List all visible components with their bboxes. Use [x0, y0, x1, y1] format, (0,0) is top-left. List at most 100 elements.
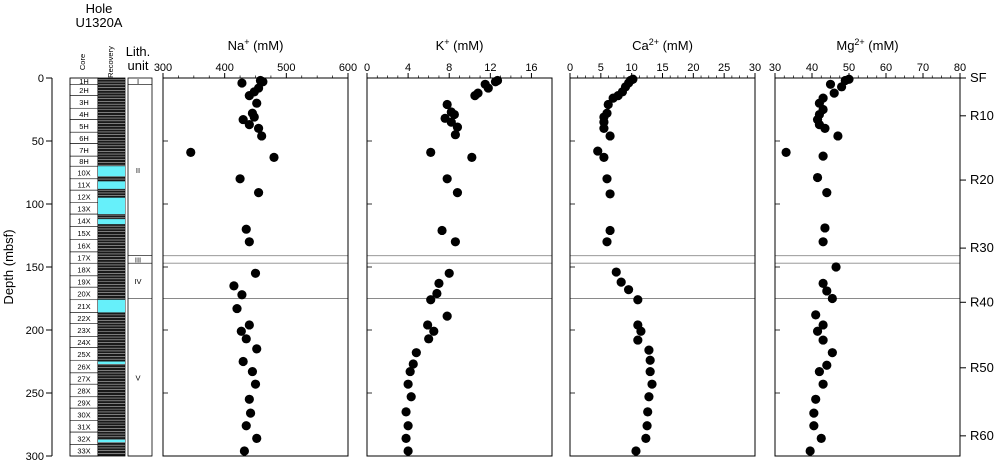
core-label: 7H — [79, 146, 89, 155]
data-point — [641, 433, 651, 443]
x-tick-label: 300 — [154, 62, 172, 74]
data-point — [818, 278, 828, 288]
core-label: 11X — [78, 180, 91, 189]
panel-frame — [774, 77, 961, 457]
data-point — [403, 421, 413, 431]
panel-title-charge: + — [244, 37, 249, 47]
data-point — [244, 394, 254, 404]
reflector-label: R60 — [970, 428, 994, 443]
depth-tick-label: 150 — [26, 262, 44, 274]
x-tick-label: 0 — [567, 62, 573, 74]
data-point — [253, 123, 264, 133]
reflector-label: R50 — [970, 360, 994, 375]
chart-panel: 300 400 500 600 Na+ (mM) — [154, 37, 357, 457]
data-point — [602, 174, 612, 184]
data-point — [452, 188, 463, 198]
data-point — [257, 131, 267, 141]
data-point — [426, 147, 436, 157]
data-point — [442, 99, 452, 110]
lith-column-frame — [127, 77, 153, 457]
data-point — [229, 281, 239, 291]
data-point — [437, 225, 447, 236]
core-label: 29X — [77, 398, 90, 407]
data-point — [432, 288, 442, 299]
core-label: 3H — [79, 98, 89, 107]
data-point — [449, 109, 459, 120]
data-point — [442, 311, 452, 321]
x-tick-label: 600 — [339, 62, 357, 74]
x-tick-label: 16 — [525, 62, 537, 74]
data-point — [244, 91, 254, 101]
data-point — [403, 446, 413, 456]
core-label: 2H — [79, 86, 89, 95]
reflector-label: R10 — [970, 108, 994, 123]
core-label: 12X — [77, 192, 90, 201]
data-point — [825, 79, 836, 89]
data-point — [232, 303, 242, 314]
lith-unit-header-line1: Lith. — [126, 44, 151, 59]
x-tick-label: 12 — [484, 62, 496, 74]
x-tick-label: 60 — [880, 62, 892, 74]
panel-title: Mg2+ (mM) — [836, 37, 898, 53]
data-point — [602, 237, 612, 247]
panel-title-unit: (mM) — [865, 38, 899, 53]
data-point — [605, 189, 615, 199]
data-point — [467, 152, 477, 162]
core-label: 30X — [77, 410, 90, 419]
lith-unit-label: III — [135, 255, 141, 264]
core-label: 17X — [77, 254, 90, 263]
core-label: 18X — [77, 266, 90, 275]
data-point — [403, 379, 413, 389]
data-point — [827, 348, 837, 358]
data-point — [605, 131, 615, 141]
data-point — [829, 88, 839, 98]
data-point — [633, 335, 643, 345]
core-label: 27X — [77, 375, 90, 384]
data-point — [252, 433, 262, 443]
data-point — [644, 392, 654, 402]
x-tick-label: 30 — [749, 62, 761, 74]
data-point — [408, 359, 418, 369]
reflector-label: R20 — [970, 172, 994, 187]
data-point — [822, 188, 832, 198]
data-point — [446, 117, 456, 127]
data-point — [645, 366, 655, 377]
data-point — [241, 421, 251, 431]
core-label: 28X — [77, 386, 90, 395]
core-label: 10X — [77, 169, 90, 178]
data-point — [812, 326, 823, 336]
recovery-column-fill — [97, 77, 126, 457]
data-point — [250, 268, 261, 278]
data-point — [483, 83, 493, 93]
data-point — [603, 99, 613, 110]
data-point — [423, 320, 433, 330]
no-recovery-interval — [98, 197, 125, 215]
core-label: 14X — [77, 216, 90, 225]
data-point — [811, 310, 821, 320]
data-point — [269, 152, 279, 162]
data-point — [818, 379, 828, 389]
panel-title-ion: Ca — [632, 38, 649, 53]
data-point — [450, 237, 460, 247]
data-point — [616, 277, 626, 287]
data-point — [599, 152, 609, 162]
data-point — [822, 286, 832, 296]
data-point — [781, 147, 791, 157]
no-recovery-interval — [98, 439, 125, 443]
panel-frame — [569, 77, 756, 457]
data-point — [442, 174, 452, 184]
data-point — [831, 262, 841, 272]
data-point — [818, 320, 828, 330]
x-tick-label: 400 — [215, 62, 233, 74]
data-point — [249, 112, 259, 122]
data-point — [814, 366, 825, 377]
lith-unit-label: II — [136, 166, 140, 175]
data-point — [411, 348, 421, 358]
data-point — [470, 91, 480, 101]
x-tick-label: 50 — [843, 62, 855, 74]
panel-title-ion: K — [436, 38, 445, 53]
depth-tick-label: 250 — [26, 388, 44, 400]
